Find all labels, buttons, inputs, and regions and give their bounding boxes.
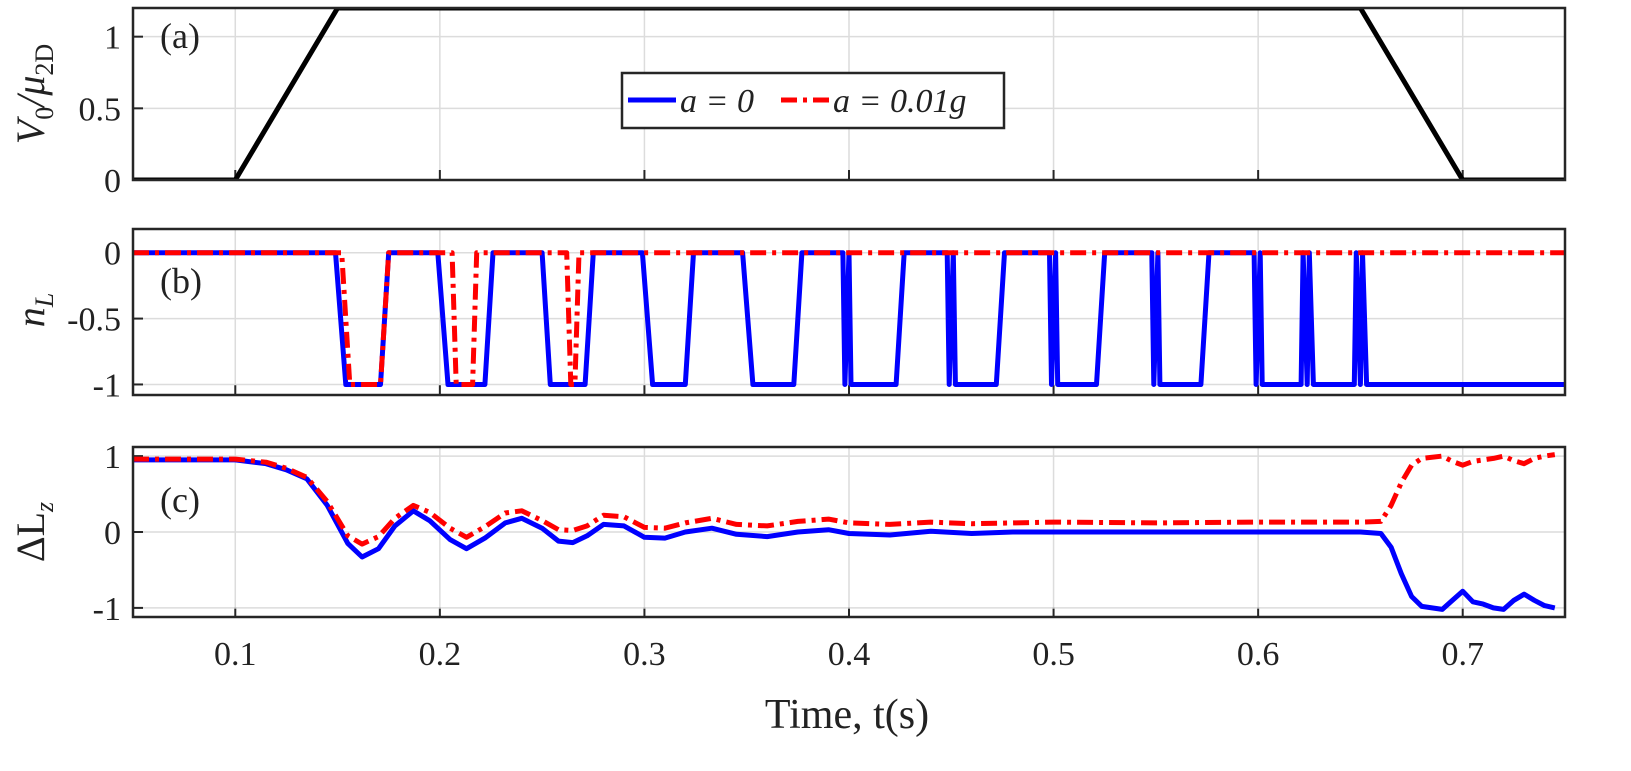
ytick-label-a-0: 0 — [104, 163, 121, 200]
legend-label-a0: a = 0 — [680, 83, 754, 120]
xtick-label-2: 0.3 — [623, 636, 666, 673]
series-c — [133, 452, 1556, 612]
yticks-b: -1 -0.5 0 — [67, 236, 121, 405]
xlabel: Time, t(s) — [765, 692, 929, 738]
ylabel-a-mu-sub: 2D — [30, 44, 59, 76]
ylabel-c-sub: z — [30, 502, 59, 513]
xtick-label-4: 0.5 — [1032, 636, 1075, 673]
ylabel-a: V0/μ2D — [8, 44, 59, 144]
ytick-label-a-2: 1 — [104, 20, 121, 57]
panel-label-b: (b) — [160, 261, 202, 301]
yticks-a: 00.51 — [79, 20, 122, 200]
panel-a: 00.51 (a) V0/μ2D a = 0 a = 0.01g — [8, 6, 1567, 200]
series-b — [133, 250, 1565, 387]
xtick-label-3: 0.4 — [828, 636, 871, 673]
series-c-1-line — [133, 452, 1556, 547]
series-c-0-line — [133, 457, 1556, 612]
ytick-label-c-1: 0 — [104, 515, 121, 552]
xtick-label-1: 0.2 — [419, 636, 462, 673]
legend: a = 0 a = 0.01g — [620, 71, 1006, 130]
ylabel-b: nL — [8, 293, 59, 327]
yticks-c: -1 0 1 — [93, 439, 121, 628]
panel-c: -1 0 1 0.1 0.2 0.3 0.4 0.5 0.6 0.7 (c) ΔLz Time,… — [8, 439, 1567, 738]
axes-frame-b — [131, 227, 1567, 397]
ylabel-a-sep: / — [8, 92, 53, 109]
ylabel-b-sub: L — [30, 293, 59, 308]
xtick-label-5: 0.6 — [1237, 636, 1280, 673]
series-b-1-line — [133, 250, 1565, 387]
ylabel-c-main: ΔL — [8, 512, 53, 562]
xtick-label-6: 0.7 — [1441, 636, 1484, 673]
ytick-label-a-1: 0.5 — [79, 91, 122, 128]
ytick-label-b-1: -0.5 — [67, 302, 121, 339]
panel-b: -1 -0.5 0 (b) nL — [8, 227, 1567, 405]
legend-label-a001g: a = 0.01g — [833, 83, 966, 120]
ylabel-a-mu: μ — [8, 76, 53, 97]
axes-frame-c — [131, 445, 1567, 619]
axes-frame-a — [131, 6, 1567, 182]
ylabel-a-sub: 0 — [30, 107, 59, 120]
ylabel-c: ΔLz — [8, 502, 59, 562]
panel-label-c: (c) — [160, 480, 200, 520]
xticks-c: 0.1 0.2 0.3 0.4 0.5 0.6 0.7 — [214, 636, 1484, 673]
ytick-label-c-2: 1 — [104, 439, 121, 476]
panel-label-a: (a) — [160, 16, 200, 56]
xtick-label-0: 0.1 — [214, 636, 257, 673]
ylabel-b-main: n — [8, 307, 53, 327]
ylabel-a-main: V — [8, 115, 53, 144]
ytick-label-c-0: -1 — [93, 591, 121, 628]
ytick-label-b-0: -1 — [93, 367, 121, 404]
ytick-label-b-2: 0 — [104, 236, 121, 273]
